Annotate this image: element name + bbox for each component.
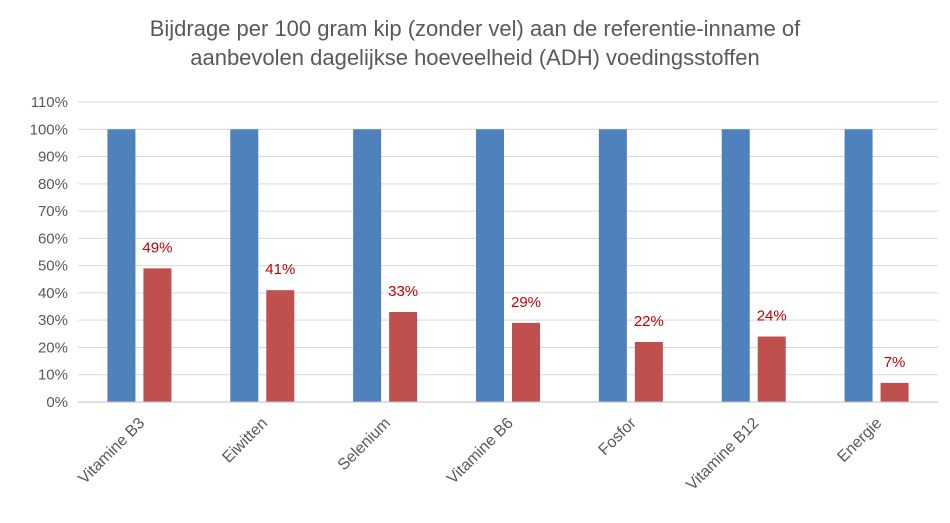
bar-series-2-2 — [266, 290, 295, 402]
x-category-label: Eiwitten — [219, 415, 271, 467]
bar-series-2-6 — [757, 336, 786, 402]
chart-title-line-1: Bijdrage per 100 gram kip (zonder vel) a… — [149, 16, 801, 41]
y-tick-label: 20% — [38, 339, 68, 356]
y-tick-label: 100% — [30, 121, 68, 138]
x-category-label: Selenium — [335, 415, 394, 474]
bar-series-2-4 — [512, 322, 540, 402]
gridlines — [78, 101, 938, 376]
data-label: 29% — [511, 294, 541, 311]
data-label: 24% — [757, 308, 787, 325]
bar-series-2-5 — [634, 342, 663, 402]
x-category-label: Vitamine B12 — [683, 415, 762, 494]
y-tick-label: 60% — [38, 230, 68, 247]
data-label: 41% — [265, 261, 295, 278]
y-axis: 0% 10% 20% 30% 40% 50% 60% 70% 80% 90% 100% 110% — [30, 94, 68, 411]
bar-series-1-6 — [721, 129, 750, 403]
y-tick-label: 90% — [38, 149, 68, 166]
x-category-label: Energie — [834, 415, 885, 466]
bar-series-1-5 — [598, 129, 627, 403]
bar-series-2-1 — [143, 268, 172, 402]
bar-series-2-7 — [880, 382, 909, 402]
y-tick-label: 50% — [38, 258, 68, 275]
data-label: 7% — [884, 354, 906, 371]
bar-series-1-1 — [107, 129, 136, 403]
bar-series-1-4 — [476, 129, 504, 403]
data-label: 22% — [634, 313, 664, 330]
bars — [107, 129, 909, 403]
x-category-label: Vitamine B3 — [75, 415, 148, 488]
y-tick-label: 70% — [38, 203, 68, 220]
data-label: 49% — [142, 239, 172, 256]
chart-title: Bijdrage per 100 gram kip (zonder vel) a… — [0, 14, 950, 72]
bar-series-1-7 — [844, 129, 873, 403]
x-axis: Vitamine B3 Eiwitten Selenium Vitamine B6 Fo… — [75, 401, 938, 494]
data-labels: 49% 41% 33% 29% 22% 24% 7% — [142, 239, 905, 371]
chart-title-line-2: aanbevolen dagelijkse hoeveelheid (ADH) … — [190, 45, 760, 70]
bar-series-2-3 — [389, 312, 418, 402]
bar-series-1-2 — [230, 129, 259, 403]
data-label: 33% — [388, 283, 418, 300]
y-tick-label: 30% — [38, 312, 68, 329]
x-category-label: Vitamine B6 — [444, 415, 517, 488]
y-tick-label: 80% — [38, 176, 68, 193]
y-tick-label: 10% — [38, 367, 68, 384]
x-category-label: Fosfor — [596, 414, 641, 459]
y-tick-label: 0% — [46, 394, 68, 411]
y-tick-label: 110% — [31, 94, 68, 111]
bar-series-1-3 — [353, 129, 382, 403]
y-tick-label: 40% — [38, 285, 68, 302]
